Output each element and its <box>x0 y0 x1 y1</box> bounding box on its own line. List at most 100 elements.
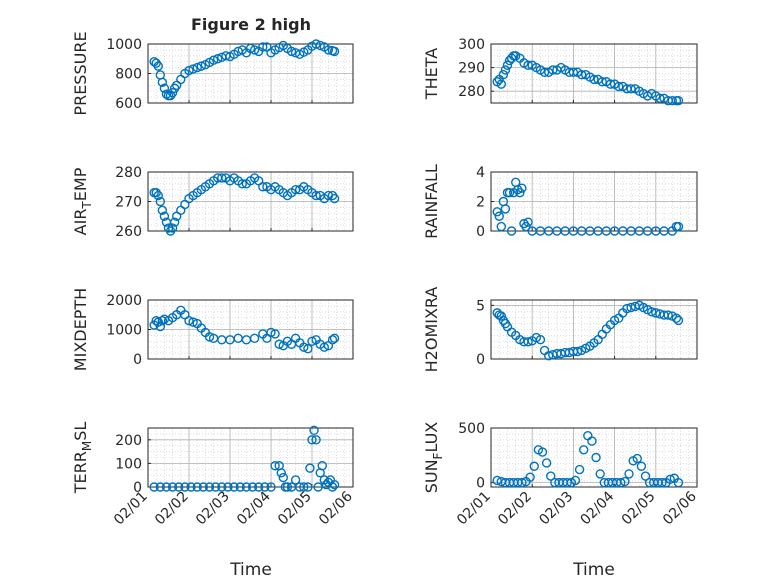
x-axis-label-right: Time <box>572 560 615 580</box>
data-point <box>616 477 626 488</box>
data-point <box>622 303 632 314</box>
data-point <box>329 333 340 344</box>
y-tick-label: 0 <box>476 352 485 368</box>
data-point <box>591 452 601 463</box>
data-point <box>651 308 661 318</box>
series-markers <box>492 300 684 361</box>
data-point <box>217 482 227 492</box>
series-markers <box>492 51 684 106</box>
y-tick-label: 290 <box>458 61 485 77</box>
data-point <box>517 477 527 488</box>
data-point <box>329 46 340 57</box>
data-point <box>496 79 506 89</box>
data-point <box>605 79 616 89</box>
data-point <box>539 67 550 78</box>
data-point <box>157 205 168 216</box>
data-point <box>319 342 329 352</box>
data-point <box>667 95 677 106</box>
data-point <box>327 482 338 492</box>
data-point <box>620 476 630 487</box>
y-tick-label: 200 <box>115 433 142 449</box>
data-point <box>307 435 317 445</box>
data-point <box>515 187 525 198</box>
data-point <box>521 221 531 232</box>
data-point <box>188 317 198 327</box>
y-axis-label: AIRTEMP <box>71 167 94 235</box>
data-point <box>184 315 194 326</box>
y-axis-label: RAINFALL <box>422 164 441 239</box>
data-point <box>626 84 636 94</box>
data-point <box>663 310 673 320</box>
data-point <box>655 93 665 103</box>
data-point <box>161 482 172 492</box>
series-markers <box>492 430 684 488</box>
data-point <box>305 463 315 473</box>
data-point <box>492 475 502 486</box>
y-axis-label: THETA <box>422 48 441 100</box>
data-point <box>576 69 587 80</box>
data-point <box>498 69 509 80</box>
data-point <box>543 351 554 361</box>
data-point <box>313 482 323 492</box>
y-tick-label: 0 <box>476 476 485 492</box>
data-point <box>210 482 221 492</box>
data-point <box>198 482 209 492</box>
data-point <box>155 321 166 332</box>
data-point <box>640 471 651 481</box>
data-point <box>286 46 297 57</box>
data-point <box>329 479 340 490</box>
data-point <box>247 482 258 492</box>
y-tick-label: 2 <box>476 195 485 211</box>
data-point <box>174 482 184 492</box>
data-point <box>595 469 605 479</box>
data-point <box>572 346 583 357</box>
subplot-1: 600 800 1000 PRESSURE <box>71 31 354 116</box>
data-point <box>184 65 194 76</box>
data-point <box>167 87 178 98</box>
series-markers <box>149 173 340 236</box>
data-point <box>317 461 327 471</box>
data-point <box>673 477 684 488</box>
y-tick-label: 5 <box>476 298 485 314</box>
data-point <box>260 482 270 492</box>
y-tick-label: 500 <box>458 421 485 437</box>
data-point <box>155 196 166 207</box>
data-point <box>574 464 585 475</box>
data-point <box>597 77 607 87</box>
y-tick-label: 280 <box>115 165 142 181</box>
data-point <box>311 435 321 445</box>
data-point <box>506 226 517 236</box>
data-point <box>204 482 215 492</box>
data-point <box>673 95 684 106</box>
data-point <box>167 482 178 492</box>
data-point <box>254 482 264 492</box>
data-point <box>570 475 581 486</box>
y-axis-label: TERRMSL <box>71 422 94 495</box>
data-point <box>546 471 556 481</box>
data-point <box>245 43 256 54</box>
data-point <box>307 336 317 346</box>
data-point <box>632 453 642 464</box>
data-point <box>646 307 657 317</box>
data-point <box>237 179 248 189</box>
data-point <box>657 477 667 488</box>
data-point <box>496 311 506 321</box>
x-axis-label-left: Time <box>229 560 272 580</box>
axes-box <box>490 427 698 488</box>
axes-box <box>490 43 698 104</box>
data-point <box>208 55 219 65</box>
data-point <box>274 339 284 349</box>
data-point <box>192 62 202 73</box>
data-point <box>270 461 280 471</box>
y-tick-label: 260 <box>115 224 142 240</box>
data-point <box>249 333 260 344</box>
subplot-2: 280 290 300 THETA <box>422 37 698 106</box>
y-axis-label: MIXDEPTH <box>71 288 90 371</box>
y-tick-label: 100 <box>115 456 142 472</box>
data-point <box>517 183 527 193</box>
y-tick-label: 0 <box>476 224 485 240</box>
axes-box <box>490 299 698 360</box>
data-point <box>614 81 624 92</box>
data-point <box>204 332 215 342</box>
